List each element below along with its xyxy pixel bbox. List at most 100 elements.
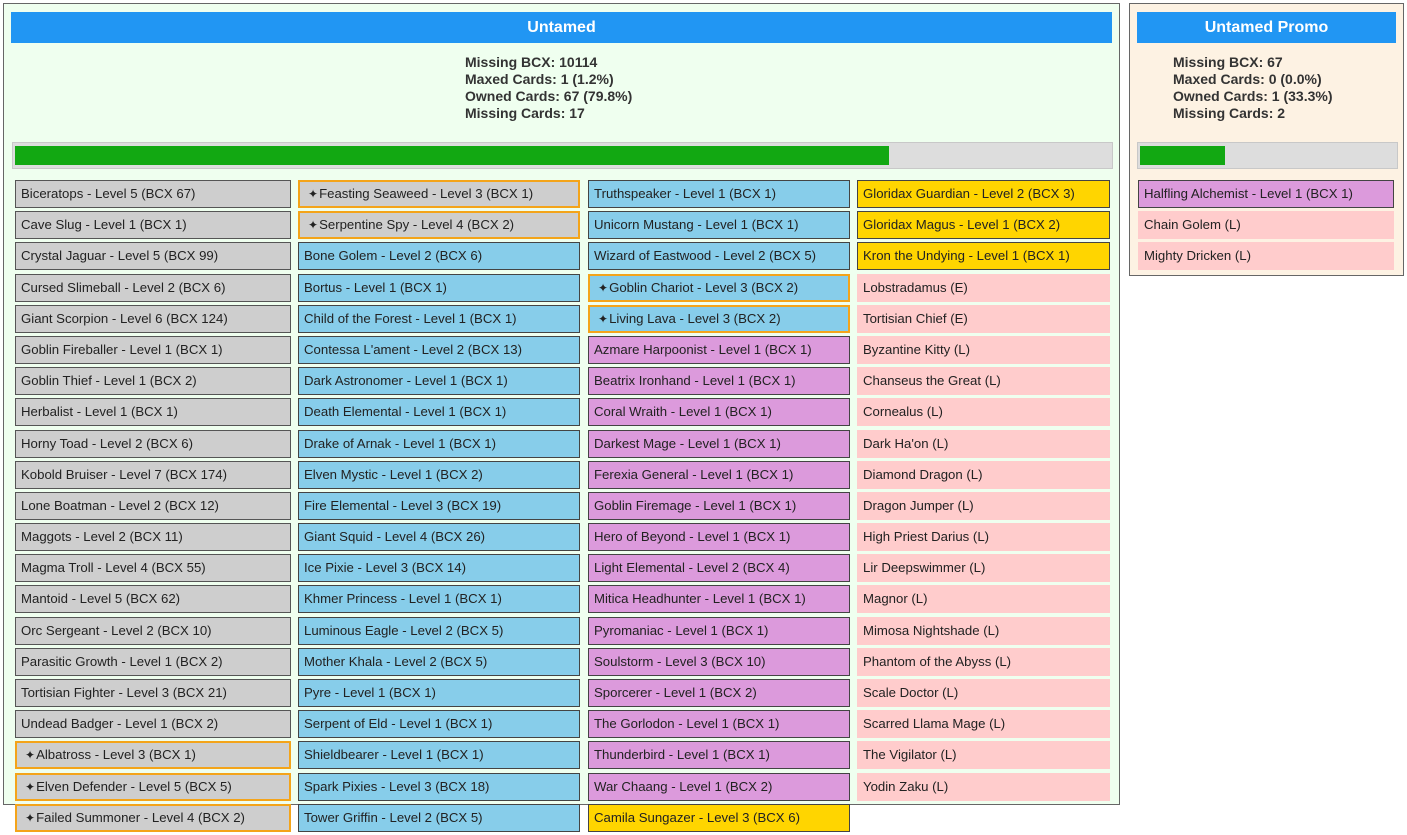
card-item[interactable]: Halfling Alchemist - Level 1 (BCX 1)	[1138, 180, 1394, 208]
card-item[interactable]: Pyre - Level 1 (BCX 1)	[298, 679, 580, 707]
card-item[interactable]: Mantoid - Level 5 (BCX 62)	[15, 585, 291, 614]
card-item[interactable]: Cave Slug - Level 1 (BCX 1)	[15, 211, 291, 240]
card-item[interactable]: Kobold Bruiser - Level 7 (BCX 174)	[15, 460, 291, 489]
missing-card-item[interactable]: Diamond Dragon (L)	[857, 460, 1110, 489]
card-column-4: Gloridax Guardian - Level 2 (BCX 3) Glori…	[857, 180, 1110, 804]
card-item[interactable]: Bone Golem - Level 2 (BCX 6)	[298, 242, 580, 271]
card-item[interactable]: Horny Toad - Level 2 (BCX 6)	[15, 429, 291, 458]
missing-card-item[interactable]: Dragon Jumper (L)	[857, 491, 1110, 520]
card-item[interactable]: Bortus - Level 1 (BCX 1)	[298, 273, 580, 302]
card-item[interactable]: Goblin Firemage - Level 1 (BCX 1)	[588, 491, 850, 520]
missing-card-item[interactable]: The Vigilator (L)	[857, 741, 1110, 770]
card-item[interactable]: Serpent of Eld - Level 1 (BCX 1)	[298, 710, 580, 739]
card-item[interactable]: Light Elemental - Level 2 (BCX 4)	[588, 554, 850, 583]
card-item[interactable]: Lone Boatman - Level 2 (BCX 12)	[15, 491, 291, 520]
missing-card-item[interactable]: Dark Ha'on (L)	[857, 429, 1110, 458]
card-item[interactable]: Coral Wraith - Level 1 (BCX 1)	[588, 398, 850, 427]
card-item[interactable]: Pyromaniac - Level 1 (BCX 1)	[588, 616, 850, 645]
card-item[interactable]: Spark Pixies - Level 3 (BCX 18)	[298, 772, 580, 801]
card-item[interactable]: Unicorn Mustang - Level 1 (BCX 1)	[588, 211, 850, 240]
card-label: Undead Badger - Level 1 (BCX 2)	[21, 716, 219, 732]
card-item[interactable]: Gloridax Guardian - Level 2 (BCX 3)	[857, 180, 1110, 208]
card-item[interactable]: Giant Scorpion - Level 6 (BCX 124)	[15, 304, 291, 333]
card-item[interactable]: War Chaang - Level 1 (BCX 2)	[588, 772, 850, 801]
card-item[interactable]: Ferexia General - Level 1 (BCX 1)	[588, 460, 850, 489]
card-item[interactable]: Azmare Harpoonist - Level 1 (BCX 1)	[588, 335, 850, 364]
card-label: Maggots - Level 2 (BCX 11)	[21, 529, 183, 545]
card-item[interactable]: ✦Living Lava - Level 3 (BCX 2)	[588, 304, 850, 333]
card-item[interactable]: Thunderbird - Level 1 (BCX 1)	[588, 741, 850, 770]
card-label: Failed Summoner - Level 4 (BCX 2)	[36, 809, 245, 825]
card-item[interactable]: Mother Khala - Level 2 (BCX 5)	[298, 647, 580, 676]
card-item[interactable]: Biceratops - Level 5 (BCX 67)	[15, 180, 291, 208]
card-item[interactable]: Darkest Mage - Level 1 (BCX 1)	[588, 429, 850, 458]
card-item[interactable]: Crystal Jaguar - Level 5 (BCX 99)	[15, 242, 291, 271]
missing-card-item[interactable]: Lobstradamus (E)	[857, 273, 1110, 302]
card-item[interactable]: Wizard of Eastwood - Level 2 (BCX 5)	[588, 242, 850, 271]
card-item[interactable]: Giant Squid - Level 4 (BCX 26)	[298, 523, 580, 552]
card-item[interactable]: ✦Failed Summoner - Level 4 (BCX 2)	[15, 803, 291, 832]
card-label: Albatross - Level 3 (BCX 1)	[36, 747, 196, 763]
missing-card-item[interactable]: Lir Deepswimmer (L)	[857, 554, 1110, 583]
card-item[interactable]: Magma Troll - Level 4 (BCX 55)	[15, 554, 291, 583]
card-item[interactable]: Orc Sergeant - Level 2 (BCX 10)	[15, 616, 291, 645]
card-item[interactable]: Mitica Headhunter - Level 1 (BCX 1)	[588, 585, 850, 614]
missing-card-item[interactable]: High Priest Darius (L)	[857, 523, 1110, 552]
missing-card-item[interactable]: Tortisian Chief (E)	[857, 304, 1110, 333]
card-label: Unicorn Mustang - Level 1 (BCX 1)	[594, 217, 799, 233]
card-item[interactable]: Kron the Undying - Level 1 (BCX 1)	[857, 242, 1110, 271]
card-item[interactable]: Death Elemental - Level 1 (BCX 1)	[298, 398, 580, 427]
card-item[interactable]: Luminous Eagle - Level 2 (BCX 5)	[298, 616, 580, 645]
card-item[interactable]: Goblin Fireballer - Level 1 (BCX 1)	[15, 335, 291, 364]
missing-card-item[interactable]: Phantom of the Abyss (L)	[857, 647, 1110, 676]
card-item[interactable]: Herbalist - Level 1 (BCX 1)	[15, 398, 291, 427]
card-item[interactable]: Ice Pixie - Level 3 (BCX 14)	[298, 554, 580, 583]
card-label: Coral Wraith - Level 1 (BCX 1)	[594, 404, 772, 420]
card-item[interactable]: Maggots - Level 2 (BCX 11)	[15, 523, 291, 552]
card-item[interactable]: Dark Astronomer - Level 1 (BCX 1)	[298, 367, 580, 396]
card-item[interactable]: Khmer Princess - Level 1 (BCX 1)	[298, 585, 580, 614]
card-item[interactable]: Sporcerer - Level 1 (BCX 2)	[588, 679, 850, 707]
card-item[interactable]: Camila Sungazer - Level 3 (BCX 6)	[588, 803, 850, 832]
missing-card-item[interactable]: Byzantine Kitty (L)	[857, 335, 1110, 364]
card-item[interactable]: Goblin Thief - Level 1 (BCX 2)	[15, 367, 291, 396]
card-item[interactable]: Parasitic Growth - Level 1 (BCX 2)	[15, 647, 291, 676]
card-item[interactable]: ✦Feasting Seaweed - Level 3 (BCX 1)	[298, 180, 580, 208]
card-item[interactable]: The Gorlodon - Level 1 (BCX 1)	[588, 710, 850, 739]
card-item[interactable]: Drake of Arnak - Level 1 (BCX 1)	[298, 429, 580, 458]
card-item[interactable]: Elven Mystic - Level 1 (BCX 2)	[298, 460, 580, 489]
card-label: Living Lava - Level 3 (BCX 2)	[609, 310, 781, 326]
card-label: Serpentine Spy - Level 4 (BCX 2)	[319, 217, 515, 233]
card-item[interactable]: Undead Badger - Level 1 (BCX 2)	[15, 710, 291, 739]
missing-card-item[interactable]: Scale Doctor (L)	[857, 679, 1110, 707]
card-item[interactable]: Truthspeaker - Level 1 (BCX 1)	[588, 180, 850, 208]
card-item[interactable]: Child of the Forest - Level 1 (BCX 1)	[298, 304, 580, 333]
missing-card-item[interactable]: Scarred Llama Mage (L)	[857, 710, 1110, 739]
missing-card-item[interactable]: Magnor (L)	[857, 585, 1110, 614]
missing-card-item[interactable]: Chain Golem (L)	[1138, 211, 1394, 240]
card-item[interactable]: Fire Elemental - Level 3 (BCX 19)	[298, 491, 580, 520]
card-item[interactable]: ✦Serpentine Spy - Level 4 (BCX 2)	[298, 211, 580, 240]
card-label: Shieldbearer - Level 1 (BCX 1)	[304, 747, 484, 763]
card-label: Halfling Alchemist - Level 1 (BCX 1)	[1144, 186, 1353, 201]
card-column-1: Biceratops - Level 5 (BCX 67) Cave Slug -…	[15, 180, 291, 835]
untamed-title: Untamed	[11, 12, 1112, 43]
card-item[interactable]: Beatrix Ironhand - Level 1 (BCX 1)	[588, 367, 850, 396]
untamed-progress-fill	[15, 146, 889, 165]
card-item[interactable]: ✦Elven Defender - Level 5 (BCX 5)	[15, 772, 291, 801]
missing-card-item[interactable]: Chanseus the Great (L)	[857, 367, 1110, 396]
missing-card-item[interactable]: Yodin Zaku (L)	[857, 772, 1110, 801]
card-item[interactable]: Shieldbearer - Level 1 (BCX 1)	[298, 741, 580, 770]
missing-card-item[interactable]: Mimosa Nightshade (L)	[857, 616, 1110, 645]
card-item[interactable]: ✦Albatross - Level 3 (BCX 1)	[15, 741, 291, 770]
card-item[interactable]: ✦Goblin Chariot - Level 3 (BCX 2)	[588, 273, 850, 302]
card-item[interactable]: Hero of Beyond - Level 1 (BCX 1)	[588, 523, 850, 552]
missing-card-item[interactable]: Mighty Dricken (L)	[1138, 242, 1394, 271]
card-item[interactable]: Tortisian Fighter - Level 3 (BCX 21)	[15, 679, 291, 707]
card-item[interactable]: Soulstorm - Level 3 (BCX 10)	[588, 647, 850, 676]
missing-card-item[interactable]: Cornealus (L)	[857, 398, 1110, 427]
card-item[interactable]: Contessa L'ament - Level 2 (BCX 13)	[298, 335, 580, 364]
card-item[interactable]: Gloridax Magus - Level 1 (BCX 2)	[857, 211, 1110, 240]
card-item[interactable]: Tower Griffin - Level 2 (BCX 5)	[298, 803, 580, 832]
card-item[interactable]: Cursed Slimeball - Level 2 (BCX 6)	[15, 273, 291, 302]
